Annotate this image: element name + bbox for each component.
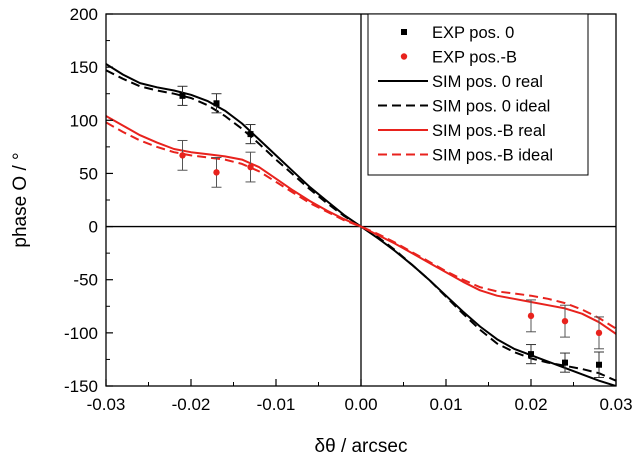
x-tick-label: -0.01: [257, 395, 296, 414]
y-tick-label: 0: [89, 218, 98, 237]
data-point: [179, 152, 186, 159]
data-point: [179, 92, 186, 99]
data-point: [595, 329, 603, 337]
series-layer: [106, 63, 616, 386]
data-point: [213, 100, 220, 107]
x-tick-label: 0.02: [514, 395, 547, 414]
y-axis-label: phase O / °: [10, 152, 31, 247]
data-point: [247, 163, 254, 171]
x-tick-label: 0.03: [599, 395, 632, 414]
legend: EXP pos. 0 EXP pos.-B SIM pos. 0 real SIM p…: [367, 13, 589, 176]
legend-label: EXP pos. 0: [432, 24, 514, 42]
x-tick-label: 0.00: [344, 395, 377, 414]
y-tick-label: 150: [70, 58, 98, 77]
data-point: [247, 131, 254, 138]
series-clip-group: [106, 63, 616, 386]
data-point: [527, 312, 535, 320]
data-point: [528, 351, 534, 358]
data-point: [596, 361, 602, 368]
data-point: [562, 359, 568, 366]
series-line: [106, 121, 616, 330]
x-tick-label: -0.03: [87, 395, 126, 414]
legend-label: SIM pos.-B real: [432, 122, 546, 140]
legend-swatch: [401, 29, 407, 35]
x-axis-label: δθ / arcsec: [315, 436, 408, 457]
legend-label: SIM pos.-B ideal: [432, 147, 553, 165]
x-tick-label: 0.01: [429, 395, 462, 414]
legend-label: EXP pos.-B: [432, 49, 517, 67]
data-point: [561, 317, 569, 325]
legend-box: [367, 13, 589, 176]
data-point: [213, 169, 220, 176]
legend-label: SIM pos. 0 ideal: [432, 98, 550, 116]
legend-label: SIM pos. 0 real: [432, 73, 543, 91]
y-tick-label: 50: [79, 164, 98, 183]
y-tick-label: 200: [70, 5, 98, 24]
y-tick-label: -100: [64, 324, 98, 343]
x-tick-label: -0.02: [172, 395, 211, 414]
axis-ticks: -0.03 -0.02 -0.01 0.00 0.01 0.02 0.03 -150 -100 -…: [64, 5, 633, 414]
y-tick-label: 100: [70, 111, 98, 130]
y-tick-label: -150: [64, 377, 98, 396]
y-tick-label: -50: [73, 271, 98, 290]
legend-swatch: [400, 53, 408, 60]
